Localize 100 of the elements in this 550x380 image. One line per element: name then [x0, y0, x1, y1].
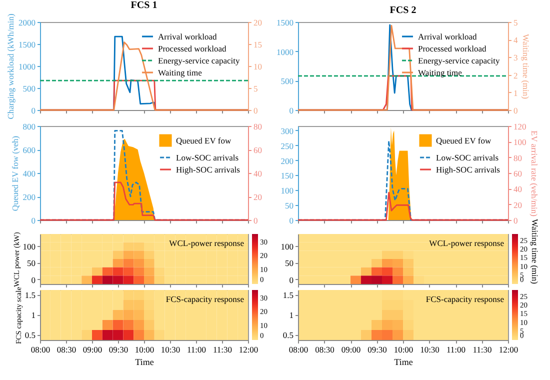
x-axis-title: Time	[394, 357, 413, 367]
y2-tick-label: 20	[514, 200, 522, 210]
y-axis-title: Charging workload (kWh/min)	[6, 14, 16, 120]
y2-axis-title: Waiting time (min)	[520, 34, 531, 100]
legend-label: Waiting time	[418, 68, 462, 78]
x-tick-label: 10:00	[394, 344, 414, 354]
legend-label: Queued EV fow	[176, 136, 232, 146]
y-tick-label: 0	[289, 274, 294, 285]
y-tick-label: 0	[289, 216, 294, 226]
y-tick-label: 1500	[18, 40, 36, 50]
x-tick-label: 12:00	[498, 344, 518, 354]
y-tick-label: 100	[280, 242, 294, 252]
x-axis-title: Time	[135, 357, 154, 367]
y2-tick-label: 15	[254, 40, 262, 50]
y-tick-label: 250	[280, 140, 294, 151]
y2-tick-label: 1	[514, 88, 518, 98]
y-tick-label: 0.5	[282, 330, 294, 340]
x-tick-label: 10:30	[420, 344, 440, 354]
y2-axis-title: EV arrival rate (veh/min)	[529, 130, 540, 217]
y-tick-label: 200	[22, 192, 36, 202]
chart-title: FCS 2	[390, 5, 416, 16]
y-tick-label: 1000	[18, 62, 36, 72]
y2-tick-label: 60	[514, 168, 522, 178]
x-tick-label: 09:30	[108, 344, 128, 354]
y-tick-label: 800	[22, 122, 36, 132]
y2-tick-label: 5	[254, 84, 258, 94]
y-tick-label: 0.5	[24, 330, 36, 340]
x-tick-label: 08:00	[288, 344, 308, 354]
legend-label: Energy-service capacity	[418, 56, 500, 66]
x-tick-label: 12:00	[238, 344, 258, 354]
y2-tick-label: 40	[254, 168, 262, 178]
y-tick-label: 200	[280, 156, 294, 166]
y2-tick-label: 40	[514, 184, 522, 194]
y2-tick-label: 5	[514, 18, 518, 28]
y2-tick-label: 60	[254, 145, 262, 155]
y-tick-label: 50	[285, 258, 294, 268]
y-tick-label: 0	[31, 274, 36, 285]
x-tick-label: 09:00	[82, 344, 102, 354]
annotation: FCS-capacity response	[426, 294, 504, 304]
x-tick-label: 09:00	[341, 344, 361, 354]
y-axis-title: Queued EV fow (veh)	[10, 136, 20, 212]
y-tick-label: 600	[22, 145, 36, 155]
y-tick-label: 0	[31, 216, 36, 226]
y-tick-label: 50	[285, 200, 294, 211]
y-tick-label: 500	[280, 76, 294, 86]
y2-tick-label: 0	[254, 106, 258, 116]
legend-label: High-SOC arrivals	[176, 164, 240, 174]
y-tick-label: 2000	[18, 18, 36, 28]
y-tick-label: 0	[289, 106, 294, 116]
y-tick-label: 1.5	[24, 290, 36, 300]
y-tick-label: 100	[22, 242, 36, 252]
y2-tick-label: 3	[514, 52, 518, 63]
annotation: WCL-power response	[429, 238, 504, 248]
y-tick-label: 1.5	[282, 290, 294, 300]
x-tick-label: 11:00	[446, 344, 466, 354]
y-tick-label: 500	[22, 84, 36, 94]
y-tick-label: 50	[27, 258, 36, 268]
y2-tick-label: 0	[514, 216, 518, 226]
annotation: WCL-power response	[169, 238, 244, 248]
legend-label: Queued EV fow	[436, 136, 492, 146]
y-tick-label: 400	[22, 168, 36, 178]
legend-label: High-SOC arrivals	[436, 164, 500, 174]
y2-tick-label: 10	[254, 62, 262, 72]
y2-tick-label: 80	[514, 152, 522, 163]
x-tick-label: 08:00	[30, 344, 50, 354]
x-tick-label: 08:30	[56, 344, 76, 354]
y2-tick-label: 80	[254, 122, 262, 132]
legend-label: Low-SOC arrivals	[436, 152, 499, 162]
x-tick-label: 11:30	[472, 344, 492, 354]
y-tick-label: 1	[289, 310, 294, 320]
y2-tick-label: 120	[514, 122, 526, 132]
legend-label: Low-SOC arrivals	[176, 152, 239, 162]
y2-tick-label: 2	[514, 70, 518, 80]
color-bar-title: Waiting time (min)	[530, 219, 540, 284]
legend-label: Energy-service capacity	[158, 56, 240, 66]
y2-tick-label: 0	[514, 106, 518, 116]
legend-label: Processed workload	[158, 44, 227, 54]
x-tick-label: 10:30	[160, 344, 180, 354]
annotation: FCS-capacity response	[166, 294, 244, 304]
y-tick-label: 150	[280, 170, 294, 181]
y2-tick-label: 20	[254, 192, 262, 202]
y-tick-label: 1000	[276, 46, 294, 57]
x-tick-label: 08:30	[315, 344, 334, 354]
x-tick-label: 09:30	[368, 344, 387, 354]
y2-tick-label: 0	[254, 216, 258, 226]
y-tick-label: 0	[31, 106, 36, 116]
y2-tick-label: 20	[254, 18, 262, 28]
y-tick-label: 1	[31, 310, 36, 320]
y2-tick-label: 4	[514, 35, 518, 46]
x-tick-label: 11:30	[212, 344, 232, 354]
x-tick-label: 11:00	[186, 344, 206, 354]
legend-label: Waiting time	[158, 68, 202, 78]
legend-label: Processed workload	[418, 44, 487, 54]
y-tick-label: 1500	[276, 18, 294, 28]
legend-label: Arrival workload	[418, 32, 478, 42]
chart-title: FCS 1	[130, 0, 158, 12]
y2-tick-label: 100	[514, 137, 526, 148]
x-tick-label: 10:00	[134, 344, 154, 354]
y-tick-label: 100	[280, 186, 294, 196]
y-tick-label: 300	[280, 126, 294, 136]
